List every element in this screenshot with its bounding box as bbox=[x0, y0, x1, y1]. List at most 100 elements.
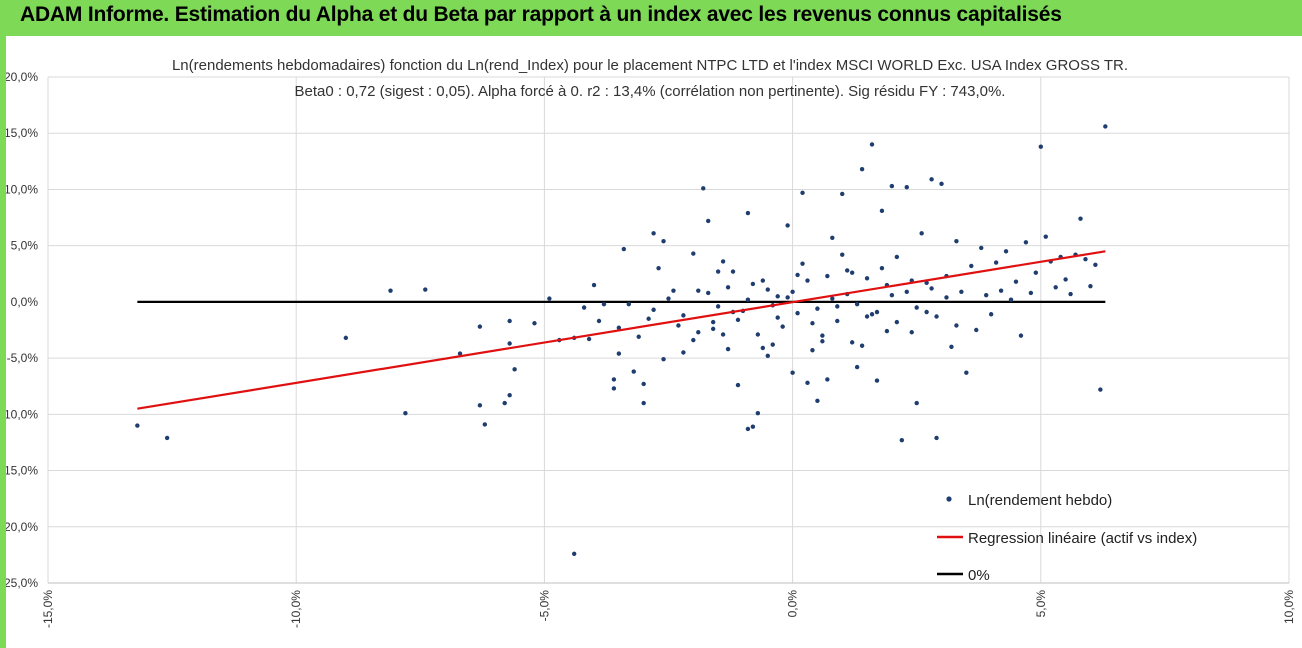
scatter-point bbox=[477, 403, 483, 408]
scatter-point bbox=[1088, 283, 1093, 289]
legend-item-scatter: Ln(rendement hebdo) bbox=[946, 492, 1112, 509]
legend-label-zero: 0% bbox=[968, 567, 990, 584]
scatter-point bbox=[1098, 387, 1103, 392]
scatter-point bbox=[859, 167, 865, 172]
scatter-point bbox=[929, 286, 934, 291]
scatter-point bbox=[934, 435, 939, 441]
scatter-point bbox=[135, 423, 140, 428]
chart-title: Ln(rendements hebdomadaires) fonction du… bbox=[172, 57, 1128, 100]
scatter-point bbox=[889, 183, 895, 189]
legend-item-regression: Regression linéaire (actif vs index) bbox=[937, 530, 1197, 547]
scatter-point bbox=[830, 296, 835, 301]
scatter-point bbox=[616, 325, 622, 330]
scatter-point bbox=[909, 330, 914, 335]
scatter-point bbox=[730, 269, 736, 274]
scatter-point bbox=[949, 344, 954, 350]
scatter-point bbox=[532, 321, 537, 326]
scatter-point bbox=[869, 142, 875, 147]
scatter-point bbox=[502, 400, 507, 406]
scatter-point bbox=[661, 238, 666, 244]
scatter-point bbox=[1078, 216, 1083, 221]
scatter-point bbox=[646, 316, 651, 321]
legend: Ln(rendement hebdo) Regression linéaire … bbox=[937, 492, 1197, 584]
scatter-point bbox=[934, 314, 939, 319]
scatter-point bbox=[1023, 240, 1029, 245]
scatter-point bbox=[954, 238, 959, 244]
scatter-point bbox=[403, 411, 408, 416]
scatter-point bbox=[636, 334, 641, 339]
scatter-point bbox=[993, 260, 999, 265]
scatter-point bbox=[884, 328, 890, 334]
scatter-point bbox=[904, 184, 909, 190]
banner-title: ADAM Informe. Estimation du Alpha et du … bbox=[20, 3, 1062, 26]
scatter-point bbox=[725, 346, 731, 352]
scatter-point bbox=[869, 312, 875, 317]
scatter-point bbox=[611, 377, 617, 382]
chart: 20,0%15,0%10,0%5,0%0,0%-5,0%-10,0%-15,0%… bbox=[0, 57, 1296, 628]
scatter-point bbox=[626, 301, 631, 307]
scatter-point bbox=[894, 319, 900, 325]
scatter-point bbox=[601, 301, 607, 307]
banner: ADAM Informe. Estimation du Alpha et du … bbox=[0, 0, 1302, 36]
scatter-point bbox=[631, 369, 636, 374]
chart-title-line-1: Ln(rendements hebdomadaires) fonction du… bbox=[172, 57, 1128, 74]
scatter-point bbox=[964, 370, 969, 375]
scatter-point bbox=[840, 252, 845, 257]
scatter-point bbox=[854, 364, 860, 370]
scatter-point bbox=[805, 380, 810, 386]
chart-frame: 20,0% 15,0% 10,0% 5,0% 0,0% -5,0% -10,0% -15,0%… bbox=[0, 36, 1302, 648]
scatter-point bbox=[1063, 277, 1068, 282]
scatter-point bbox=[611, 386, 617, 391]
x-tick-label: 10,0% bbox=[1282, 590, 1296, 624]
scatter-point bbox=[661, 357, 666, 362]
scatter-point bbox=[164, 435, 170, 441]
scatter-point bbox=[621, 246, 627, 252]
scatter-point bbox=[919, 231, 924, 236]
scatter-point bbox=[720, 259, 726, 264]
scatter-point bbox=[810, 321, 815, 326]
scatter-point bbox=[840, 191, 845, 197]
scatter-point bbox=[1008, 297, 1014, 302]
scatter-point bbox=[800, 190, 805, 196]
chart-title-line-2: Beta0 : 0,72 (sigest : 0,05). Alpha forc… bbox=[295, 83, 1006, 100]
scatter-point bbox=[864, 276, 870, 281]
scatter-point bbox=[457, 351, 463, 356]
scatter-point bbox=[820, 333, 825, 338]
scatter-point bbox=[1018, 333, 1024, 338]
scatter-point bbox=[760, 278, 766, 283]
scatter-point bbox=[790, 289, 795, 294]
scatter-point bbox=[1068, 291, 1073, 297]
scatter-point bbox=[780, 324, 785, 329]
scatter-point bbox=[914, 400, 919, 406]
scatter-point bbox=[795, 272, 800, 278]
scatter-point bbox=[775, 315, 780, 320]
scatter-point bbox=[715, 269, 721, 274]
scatter-point bbox=[790, 370, 795, 375]
scatter-point bbox=[795, 310, 800, 316]
scatter-point bbox=[1053, 285, 1058, 290]
x-tick-label: 5,0% bbox=[1034, 590, 1048, 618]
x-tick-label: -5,0% bbox=[537, 590, 551, 622]
scatter-point bbox=[914, 305, 919, 310]
scatter-point bbox=[755, 332, 761, 337]
scatter-point bbox=[666, 296, 671, 301]
scatter-point bbox=[671, 288, 676, 293]
scatter-point bbox=[760, 345, 766, 351]
scatter-point bbox=[944, 295, 949, 300]
scatter-point bbox=[800, 261, 805, 266]
scatter-point bbox=[810, 348, 815, 353]
scatter-point bbox=[641, 381, 646, 387]
scatter-point bbox=[681, 313, 686, 318]
scatter-point bbox=[710, 319, 716, 325]
scatter-point bbox=[512, 367, 517, 372]
scatter-point bbox=[691, 337, 696, 343]
scatter-point bbox=[815, 306, 820, 311]
scatter-point bbox=[805, 278, 810, 283]
scatter-point bbox=[507, 318, 512, 324]
legend-marker-scatter bbox=[946, 496, 952, 502]
grid bbox=[47, 76, 1290, 584]
y-tick-label: -10,0% bbox=[0, 407, 38, 421]
scatter-point bbox=[681, 350, 686, 355]
legend-label-regression: Regression linéaire (actif vs index) bbox=[968, 530, 1197, 547]
scatter-point bbox=[899, 437, 905, 443]
